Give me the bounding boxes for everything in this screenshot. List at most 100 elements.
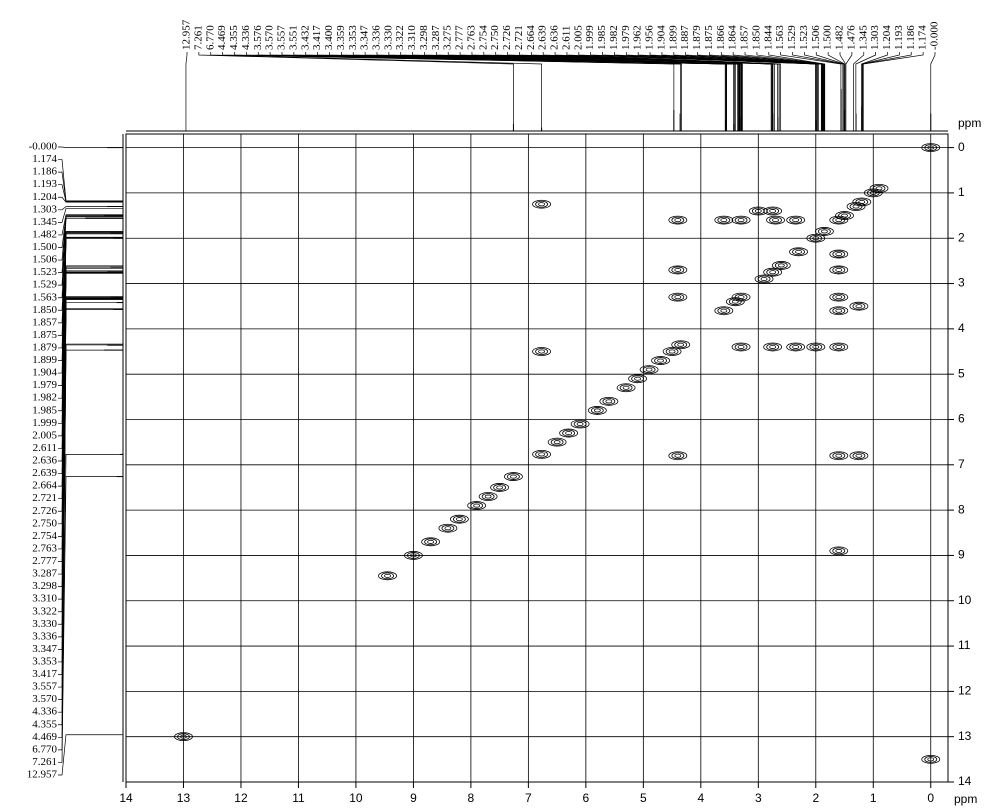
top-peak-label: 1.204 (881, 25, 893, 50)
top-peak-label: 1.529 (786, 25, 798, 50)
contour (504, 472, 523, 481)
left-peak-label: 2.750 (32, 517, 57, 529)
contour (384, 573, 391, 578)
y-tick-label: 5 (958, 366, 965, 380)
x-tick-label: 1 (870, 791, 877, 805)
contour (921, 754, 941, 764)
contour (616, 383, 636, 393)
top-peak-label: 1.186 (905, 25, 917, 50)
peak-connector (861, 52, 888, 131)
contour (538, 202, 545, 207)
contour (674, 267, 682, 272)
peak-connector (364, 52, 739, 131)
left-peak-label: 1.523 (32, 266, 57, 278)
contour (835, 344, 843, 349)
contour (674, 453, 682, 458)
contour (818, 228, 831, 235)
contour (795, 249, 802, 254)
peak-connector (58, 272, 123, 537)
contour (835, 218, 843, 223)
x-axis-label: ppm (954, 792, 977, 806)
contour (766, 268, 780, 276)
x-tick-label: 3 (755, 791, 762, 805)
contour (473, 503, 481, 508)
top-peak-label: 1.506 (810, 25, 822, 50)
contour (180, 734, 187, 739)
contour (829, 546, 849, 556)
x-tick-label: 11 (292, 791, 305, 805)
top-peak-label: 3.359 (335, 25, 347, 50)
x-tick-label: 6 (583, 791, 590, 805)
left-peak-label: 3.298 (32, 580, 57, 592)
peak-connector (58, 298, 123, 638)
left-peak-label: 1.529 (32, 279, 57, 291)
contour (576, 422, 584, 427)
top-peak-label: 3.322 (394, 25, 406, 50)
contour (748, 206, 768, 216)
left-peak-label: 3.287 (32, 568, 57, 580)
cross-peak (421, 537, 441, 547)
cross-peak (662, 347, 682, 356)
peak-connector (198, 52, 514, 131)
peak-connector (780, 52, 842, 131)
contour (832, 266, 846, 274)
cross-peak (628, 374, 647, 384)
contour (535, 348, 548, 355)
cross-peak (806, 233, 826, 243)
contour (619, 384, 633, 392)
top-peak-label: 3.336 (370, 25, 382, 50)
top-peak-label: 2.636 (549, 25, 561, 50)
cross-peak (532, 449, 551, 459)
cross-peak (547, 437, 567, 447)
contour (757, 275, 771, 283)
y-tick-label: 10 (958, 593, 972, 607)
left-peak-label: 1.850 (32, 304, 57, 316)
peak-connector (709, 52, 824, 131)
x-tick-label: 8 (468, 791, 475, 805)
contour (829, 249, 849, 259)
peak-connector (424, 52, 742, 131)
y-axis-label: ppm (958, 116, 981, 130)
contour (174, 732, 193, 742)
contour (806, 233, 826, 243)
top-peak-label: 12.957 (181, 19, 193, 50)
left-peak-label: 1.904 (32, 367, 57, 379)
contour (654, 357, 667, 364)
contour (832, 547, 846, 555)
top-peak-label: 1.875 (703, 25, 715, 50)
cross-peak (763, 342, 783, 352)
contour (602, 397, 616, 405)
top-peak-label: 1.303 (869, 25, 881, 50)
contour (731, 342, 751, 352)
contour (593, 408, 601, 413)
peak-connector (234, 52, 681, 131)
contour (812, 236, 820, 241)
left-peak-label: 2.777 (32, 555, 57, 567)
left-peak-label: 2.639 (32, 467, 57, 479)
cross-peak (668, 215, 688, 225)
peak-connector (447, 52, 743, 131)
contour (786, 342, 806, 352)
top-peak-label: 2.721 (513, 25, 525, 50)
left-peak-label: 1.345 (32, 216, 57, 228)
contour (835, 548, 843, 553)
peak-connector (58, 146, 123, 148)
left-peak-label: 1.857 (32, 316, 57, 328)
contour (532, 347, 551, 356)
peak-connector (861, 52, 900, 131)
top-peak-label: 1.979 (620, 25, 632, 50)
contour (547, 437, 567, 447)
contour (642, 366, 656, 374)
contour (657, 358, 664, 363)
contour (631, 375, 644, 383)
contour (671, 266, 685, 274)
top-peak-label: 6.770 (204, 25, 216, 50)
cross-peak (490, 483, 510, 492)
top-peak-label: 2.664 (525, 25, 537, 50)
top-peak-label: 1.879 (691, 25, 703, 50)
contour (671, 293, 685, 301)
top-peak-label: 3.400 (323, 25, 335, 50)
left-peak-label: 3.347 (32, 643, 57, 655)
contour (869, 190, 877, 195)
